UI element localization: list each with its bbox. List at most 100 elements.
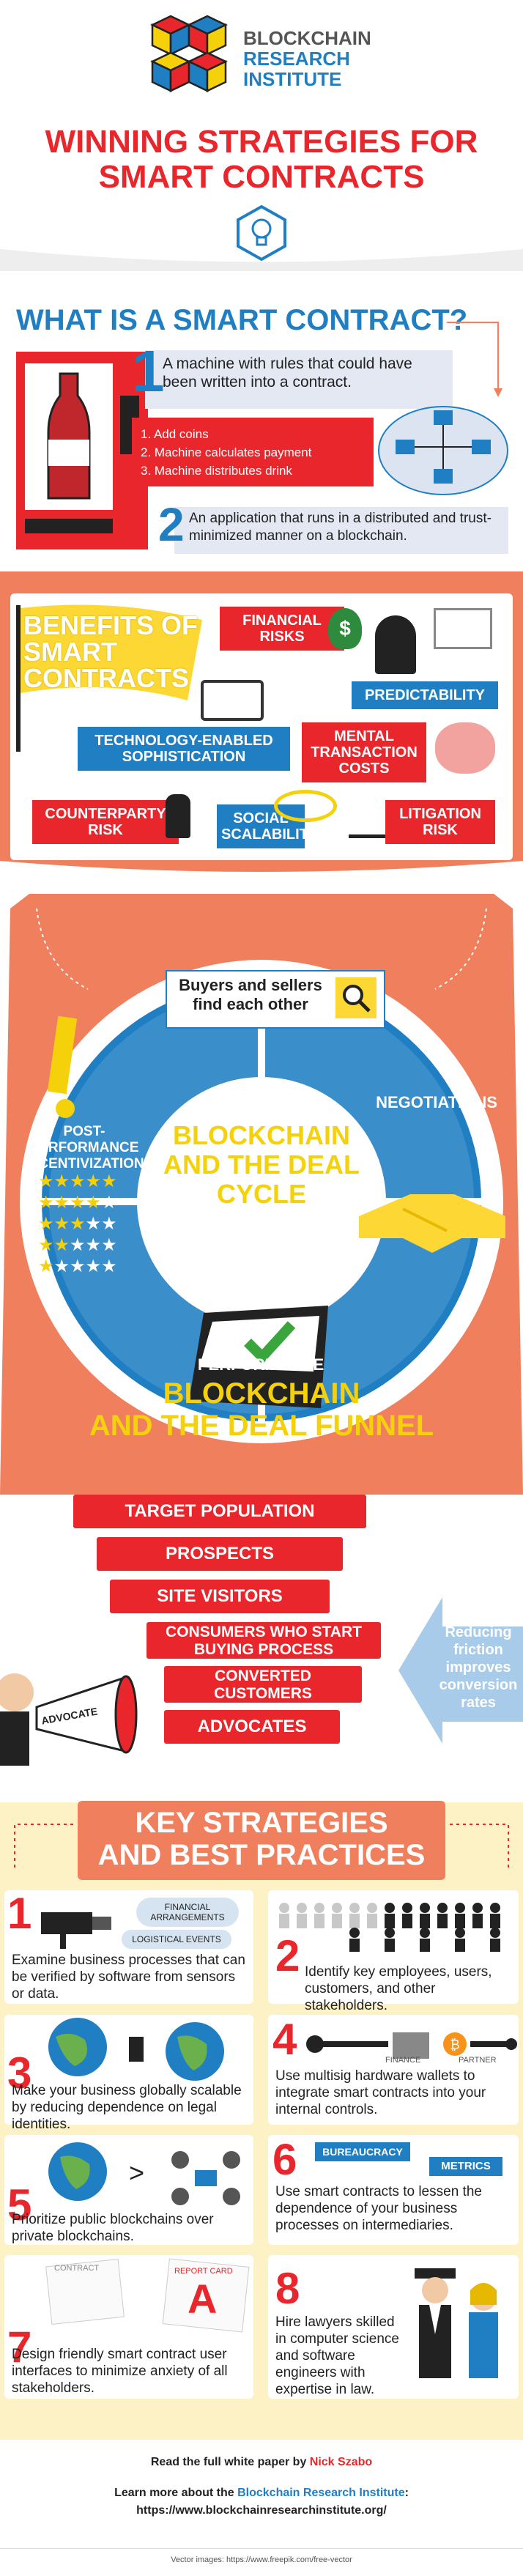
brand-name: BLOCKCHAIN RESEARCH INSTITUTE bbox=[243, 28, 371, 89]
brand-line-1: BLOCKCHAIN bbox=[243, 27, 371, 49]
read-paper-line: Read the full white paper by Nick Szabo bbox=[0, 2456, 523, 2469]
benefit-counterparty-risk: COUNTERPARTY RISK bbox=[32, 800, 179, 844]
definition-1-number: 1 bbox=[132, 338, 165, 404]
funnel-stage-2: PROSPECTS bbox=[97, 1537, 343, 1571]
strategy-card-5: > 5 Prioritize public blockchains over p… bbox=[4, 2135, 253, 2245]
scales-icon bbox=[349, 794, 393, 838]
rating-row-1: ★★★★★ bbox=[38, 1256, 117, 1276]
footer-divider bbox=[0, 2548, 523, 2549]
svg-text:>: > bbox=[129, 2158, 144, 2188]
public-network-icon: > bbox=[48, 2142, 240, 2205]
strategy-7-text: Design friendly smart contract user inte… bbox=[12, 2347, 228, 2396]
strategy-6-number: 6 bbox=[272, 2135, 297, 2184]
funnel-stage-5: CONVERTED CUSTOMERS bbox=[164, 1666, 362, 1703]
flag-icon bbox=[16, 604, 202, 752]
connector-arrow-icon bbox=[447, 322, 502, 397]
megaphone-person-icon bbox=[0, 1673, 138, 1766]
strategy-card-3: 3 Make your business globally scalable b… bbox=[4, 2015, 253, 2132]
benefit-mental-costs: MENTAL TRANSACTION COSTS bbox=[302, 722, 426, 782]
strategies-heading-line-2: AND BEST PRACTICES bbox=[97, 1839, 426, 1871]
learn-more-suffix: : bbox=[404, 2487, 409, 2499]
benefits-section: BENEFITS OF SMART CONTRACTS FINANCIAL RI… bbox=[0, 571, 523, 880]
strategy-1-number: 1 bbox=[7, 1889, 32, 1938]
strategy-1-text: Examine business processes that can be v… bbox=[12, 1953, 245, 2002]
rating-row-5: ★★★★★ bbox=[38, 1172, 117, 1191]
step-3: 3. Machine distributes drink bbox=[141, 464, 292, 478]
funnel-stage-6: ADVOCATES bbox=[164, 1710, 340, 1744]
strategy-4-number: 4 bbox=[272, 2015, 297, 2064]
header: BLOCKCHAIN RESEARCH INSTITUTE WINNING ST… bbox=[0, 0, 523, 271]
deal-cycle-backdrop bbox=[0, 894, 523, 1495]
benefits-flag-text: BENEFITS OF SMART CONTRACTS bbox=[23, 610, 199, 693]
tag-metrics: METRICS bbox=[429, 2157, 502, 2176]
callout-arrow-icon bbox=[398, 1597, 523, 1744]
lawyers-icon bbox=[415, 2268, 498, 2378]
stakeholders-icon bbox=[279, 1903, 500, 1952]
handshake-icon bbox=[359, 1194, 505, 1253]
strategies-heading-line-1: KEY STRATEGIES bbox=[135, 1807, 388, 1839]
steps-box: 1. Add coins 2. Machine calculates payme… bbox=[132, 418, 374, 486]
step-1: 1. Add coins bbox=[141, 427, 209, 441]
deal-cycle-title: BLOCKCHAIN AND THE DEAL CYCLE bbox=[163, 1120, 360, 1209]
title-line-2: SMART CONTRACTS bbox=[98, 159, 425, 195]
performance-device-icon bbox=[189, 1306, 328, 1408]
rating-row-2: ★★★★★ bbox=[38, 1235, 117, 1255]
tag-partner: PARTNER bbox=[459, 2056, 497, 2065]
rating-row-3: ★★★★★ bbox=[38, 1214, 117, 1234]
strategy-6-text: Use smart contracts to lessen the depend… bbox=[275, 2184, 482, 2233]
footer: Read the full white paper by Nick Szabo … bbox=[0, 2440, 523, 2576]
money-bag-icon: $ bbox=[328, 608, 362, 649]
institute-link[interactable]: Blockchain Research Institute bbox=[237, 2487, 405, 2499]
benefit-litigation-risk: LITIGATION RISK bbox=[385, 800, 495, 844]
strategy-2-number: 2 bbox=[275, 1931, 300, 1980]
tag-bureaucracy: BUREAUCRACY bbox=[315, 2142, 410, 2161]
funnel-stage-4: CONSUMERS WHO START BUYING PROCESS bbox=[146, 1622, 381, 1659]
brand-line-3: INSTITUTE bbox=[243, 68, 342, 90]
strategies-dashed-arrows bbox=[14, 1824, 509, 1868]
person-binoculars-icon bbox=[375, 615, 416, 674]
what-is-heading: WHAT IS A SMART CONTRACT? bbox=[16, 304, 468, 336]
strategy-card-2: 2 Identify key employees, users, custome… bbox=[268, 1890, 519, 2013]
funnel-callout: Reducing friction improves conversion ra… bbox=[439, 1624, 518, 1711]
divider-swoosh bbox=[0, 249, 523, 271]
page-title: WINNING STRATEGIES FOR SMART CONTRACTS bbox=[0, 125, 523, 195]
strategy-3-text: Make your business globally scalable by … bbox=[12, 2083, 242, 2132]
funnel-stage-3: SITE VISITORS bbox=[110, 1580, 330, 1613]
institute-url[interactable]: https://www.blockchainresearchinstitute.… bbox=[136, 2504, 387, 2517]
strategy-8-text: Hire lawyers skilled in computer science… bbox=[275, 2314, 399, 2397]
deal-section: Buyers and sellers find each other NEGOT… bbox=[0, 879, 523, 1802]
definition-2-box bbox=[174, 507, 508, 554]
brand-line-2: RESEARCH bbox=[243, 48, 350, 70]
step-2: 2. Machine calculates payment bbox=[141, 445, 312, 459]
strategies-heading-bg bbox=[78, 1801, 445, 1880]
title-line-1: WINNING STRATEGIES FOR bbox=[45, 124, 478, 160]
strategy-card-4: 4 ₿ FINANCE PARTNER Use multisig hardwar… bbox=[268, 2015, 519, 2125]
definition-2-text: An application that runs in a distribute… bbox=[189, 511, 492, 544]
strategy-3-number: 3 bbox=[7, 2048, 32, 2098]
learn-more-line: Learn more about the Blockchain Research… bbox=[0, 2487, 523, 2500]
definition-1-box bbox=[145, 350, 453, 409]
multisig-keys-icon: ₿ bbox=[306, 2032, 517, 2059]
chess-knight-icon bbox=[166, 794, 190, 838]
strategy-8-number: 8 bbox=[275, 2264, 300, 2313]
deal-find-label: Buyers and sellers find each other bbox=[179, 976, 322, 1013]
strategy-card-7: CONTRACT REPORT CARD A 7 Design friendly… bbox=[4, 2255, 253, 2399]
star-ratings: ★★★★★ ★★★★★ ★★★★★ ★★★★★ ★★★★★ bbox=[38, 1172, 117, 1278]
learn-more-prefix: Learn more about the bbox=[114, 2487, 238, 2499]
strategies-heading: KEY STRATEGIES AND BEST PRACTICES bbox=[0, 1807, 523, 1871]
chart-board-icon bbox=[434, 608, 492, 649]
strategy-card-1: 1 FINANCIAL ARRANGEMENTS LOGISTICAL EVEN… bbox=[4, 1890, 253, 2004]
tag-financial-arrangements: FINANCIAL ARRANGEMENTS bbox=[136, 1898, 239, 1927]
report-card-grade: A bbox=[188, 2276, 218, 2322]
svg-text:₿: ₿ bbox=[450, 2038, 459, 2052]
vending-machine-icon bbox=[16, 352, 148, 549]
strategy-card-8: 8 Hire lawyers skilled in computer scien… bbox=[268, 2255, 519, 2399]
network-icon bbox=[378, 406, 508, 495]
magnifier-icon bbox=[335, 977, 377, 1018]
author-link[interactable]: Nick Szabo bbox=[309, 2456, 373, 2468]
brain-icon bbox=[435, 722, 495, 774]
strategies-section: KEY STRATEGIES AND BEST PRACTICES 1 FINA… bbox=[0, 1801, 523, 2440]
funnel-heading-line-2: AND THE DEAL FUNNEL bbox=[89, 1410, 434, 1442]
benefit-tech-sophistication: TECHNOLOGY-ENABLED SOPHISTICATION bbox=[78, 727, 290, 771]
globe-phones-icon bbox=[48, 2018, 224, 2081]
